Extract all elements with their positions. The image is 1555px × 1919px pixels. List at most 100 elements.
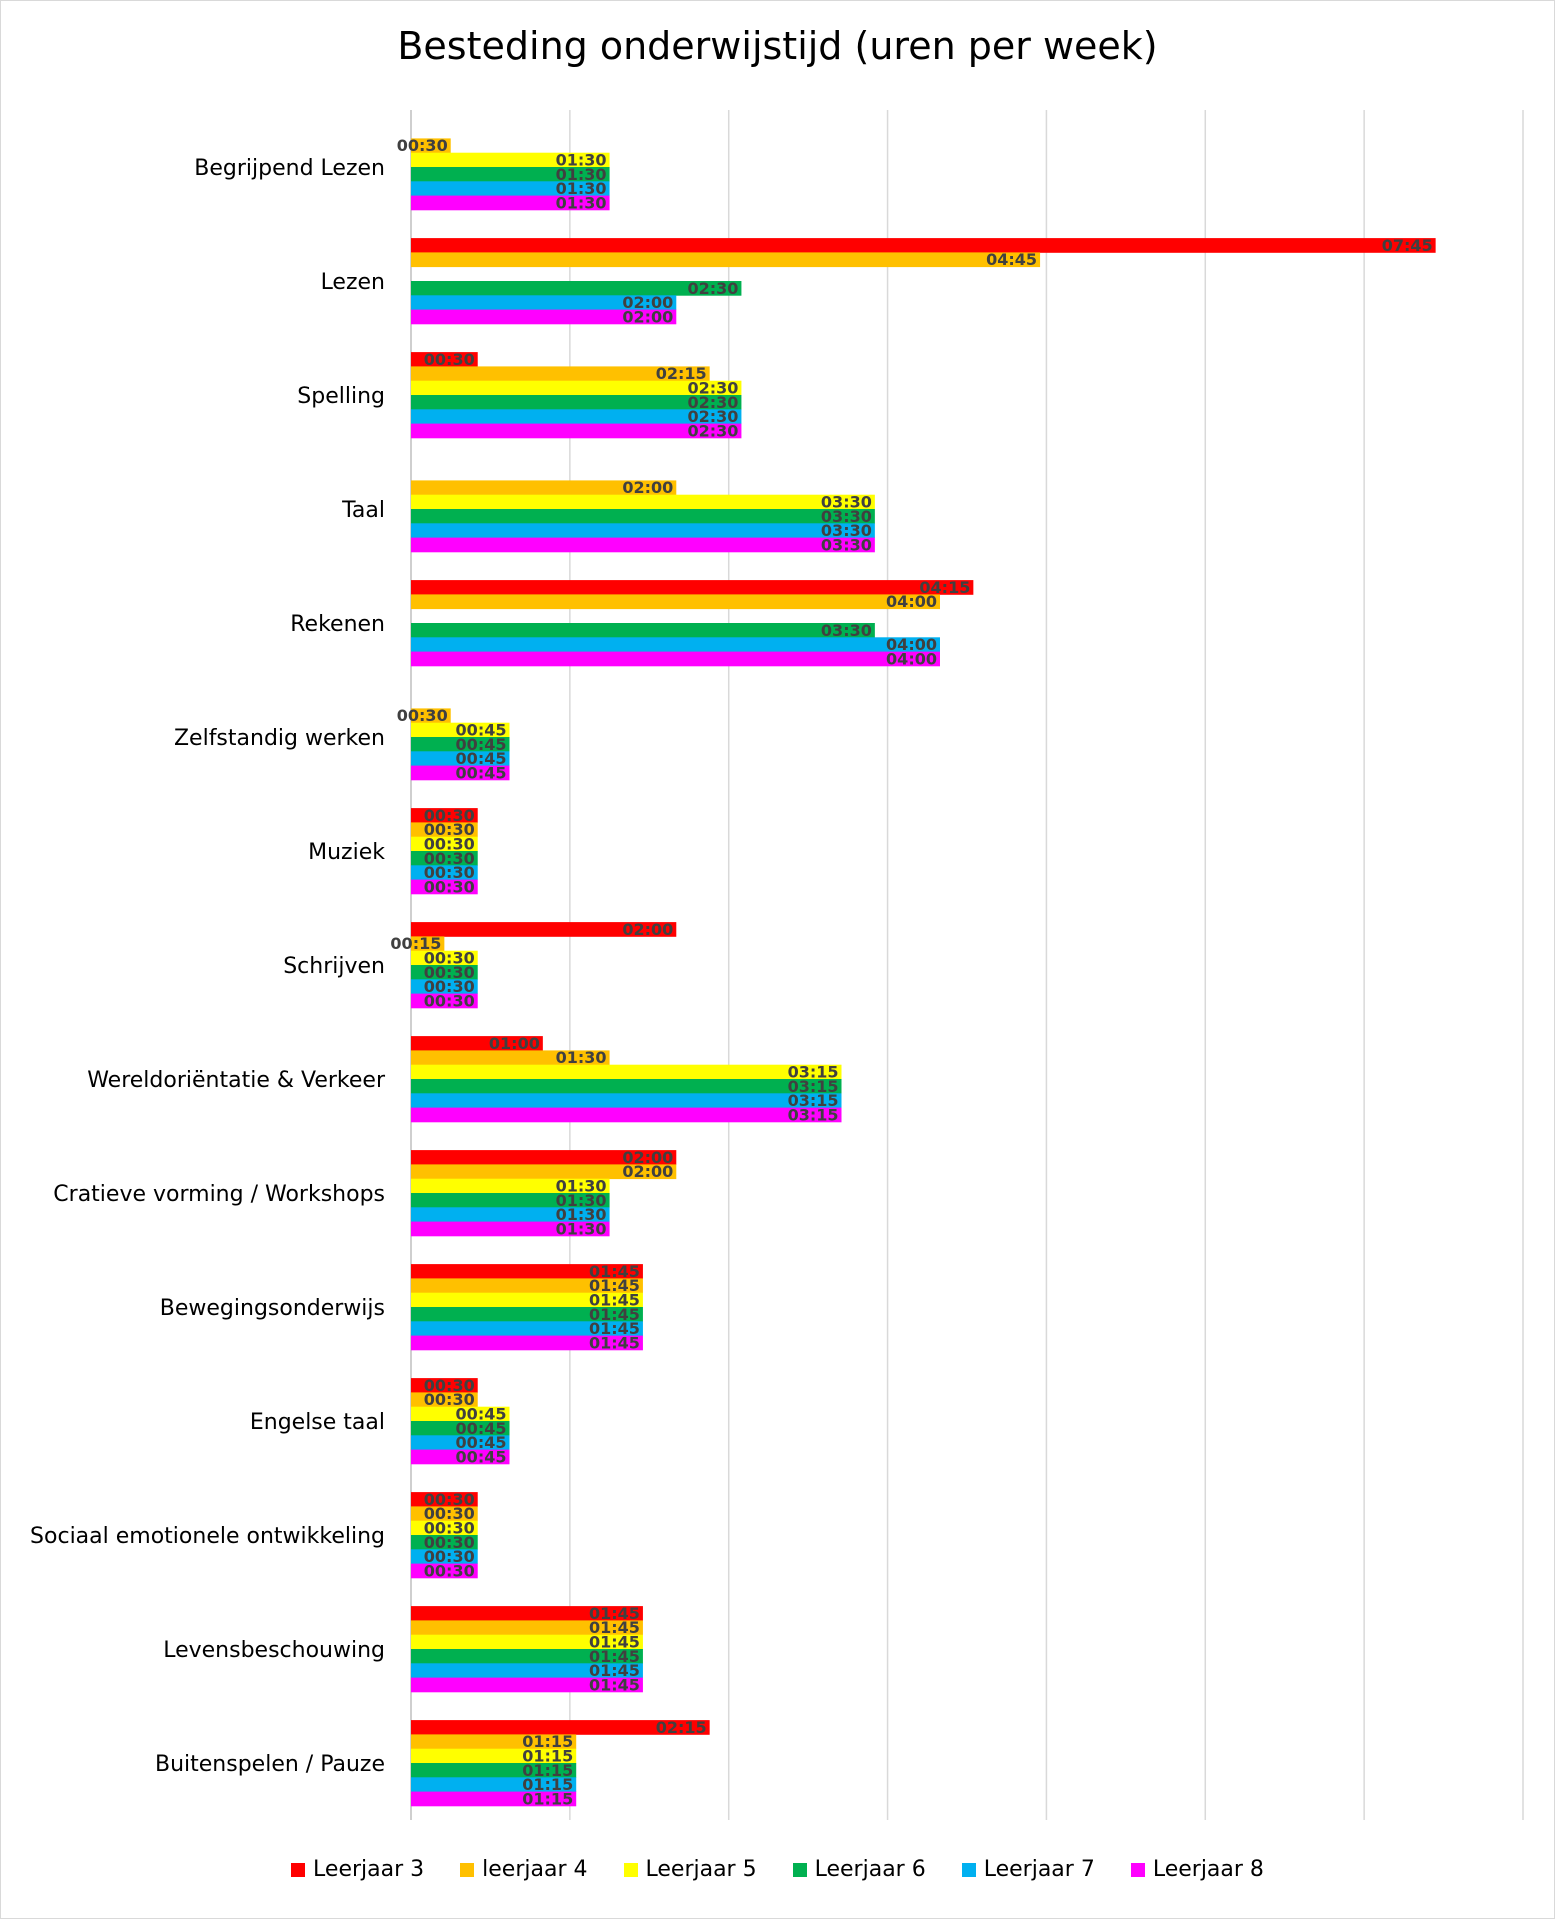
data-label: 00:45 (456, 1405, 507, 1424)
data-label: 03:30 (821, 493, 872, 512)
bar (411, 950, 478, 966)
data-label: 00:30 (424, 1547, 475, 1566)
data-label: 00:30 (424, 877, 475, 896)
data-label: 00:45 (456, 1447, 507, 1466)
data-label: 01:00 (489, 1034, 540, 1053)
bar (411, 1421, 510, 1436)
data-label: 02:15 (656, 364, 707, 383)
category-label: Sociaal emotionele ontwikkeling (30, 1524, 385, 1549)
category-label: Spelling (297, 384, 385, 409)
legend-swatch (961, 1862, 976, 1877)
bar (411, 737, 510, 752)
data-label: 01:30 (556, 1219, 607, 1238)
data-label: 01:45 (589, 1262, 640, 1281)
bar (411, 1292, 643, 1308)
legend-item: Leerjaar 5 (623, 1857, 757, 1882)
bar (411, 1535, 478, 1550)
bar (411, 623, 875, 638)
bar (411, 423, 742, 439)
bar (411, 1321, 643, 1336)
data-label: 03:30 (821, 535, 872, 554)
data-label: 01:45 (589, 1291, 640, 1310)
bar (411, 1520, 478, 1536)
data-label: 01:15 (522, 1747, 573, 1766)
bar (411, 1406, 510, 1422)
data-label: 01:15 (522, 1789, 573, 1808)
data-label: 00:45 (456, 721, 507, 740)
bar (411, 765, 510, 781)
data-label: 02:30 (687, 407, 738, 426)
data-label: 00:45 (456, 749, 507, 768)
data-label: 04:45 (986, 250, 1037, 269)
data-label: 01:15 (522, 1761, 573, 1780)
category-label: Bewegingsonderwijs (160, 1296, 385, 1321)
category-labels: Begrijpend Lezen Lezen Spelling Taal Rekenen… (30, 156, 386, 1777)
bars (411, 138, 1436, 1807)
data-label: 01:30 (556, 193, 607, 212)
bar (411, 281, 742, 296)
bar (411, 1720, 710, 1735)
bar (411, 152, 610, 168)
bar (411, 167, 610, 182)
bar (411, 1164, 677, 1180)
bar (411, 580, 974, 595)
bar (411, 594, 940, 610)
data-label: 02:30 (687, 279, 738, 298)
bar (411, 1449, 510, 1465)
data-label: 03:15 (788, 1105, 839, 1124)
bar (411, 1178, 610, 1194)
data-label: 01:45 (589, 1276, 640, 1295)
bar (411, 1064, 842, 1080)
bar (411, 309, 677, 325)
legend-swatch (623, 1862, 638, 1877)
data-label: 02:30 (687, 421, 738, 440)
legend-swatch (1130, 1862, 1145, 1877)
bar (411, 1307, 643, 1322)
bar (411, 1264, 643, 1279)
data-label: 00:30 (424, 1390, 475, 1409)
bar (411, 708, 451, 724)
legend-label: Leerjaar 8 (1152, 1857, 1264, 1882)
data-label: 01:45 (589, 1604, 640, 1623)
bar (411, 1634, 643, 1650)
data-label: 03:30 (821, 521, 872, 540)
bar (411, 1649, 643, 1664)
bar (411, 494, 875, 510)
legend-item: Leerjaar 8 (1130, 1857, 1264, 1882)
data-label: 00:30 (424, 991, 475, 1010)
bar (411, 509, 875, 524)
data-label: 03:15 (788, 1063, 839, 1082)
bar (411, 295, 677, 310)
data-label: 01:30 (556, 179, 607, 198)
data-label: 00:30 (424, 1490, 475, 1509)
category-label: Muziek (308, 840, 385, 865)
bar (411, 1549, 478, 1564)
bar (411, 409, 742, 424)
data-label: 00:30 (397, 706, 448, 725)
legend-label: Leerjaar 3 (313, 1857, 425, 1882)
data-label: 01:45 (589, 1661, 640, 1680)
data-label: 02:00 (622, 1148, 673, 1167)
bar (411, 851, 478, 866)
data-label: 00:30 (424, 1376, 475, 1395)
bar (411, 1620, 643, 1636)
data-label: 00:30 (424, 863, 475, 882)
data-label: 01:45 (589, 1333, 640, 1352)
data-label: 04:15 (919, 578, 970, 597)
data-label: 01:45 (589, 1675, 640, 1694)
bar (411, 1207, 610, 1222)
bar (411, 1791, 577, 1807)
legend-label: Leerjaar 6 (814, 1857, 926, 1882)
bar (411, 138, 451, 154)
bar (411, 936, 445, 952)
bar (411, 922, 677, 937)
data-label: 02:30 (687, 379, 738, 398)
data-label: 04:00 (886, 649, 937, 668)
bar (411, 1221, 610, 1237)
data-label: 02:30 (687, 393, 738, 412)
category-label: Rekenen (290, 612, 385, 637)
bar (411, 865, 478, 880)
data-label: 01:30 (556, 151, 607, 170)
bar (411, 395, 742, 410)
